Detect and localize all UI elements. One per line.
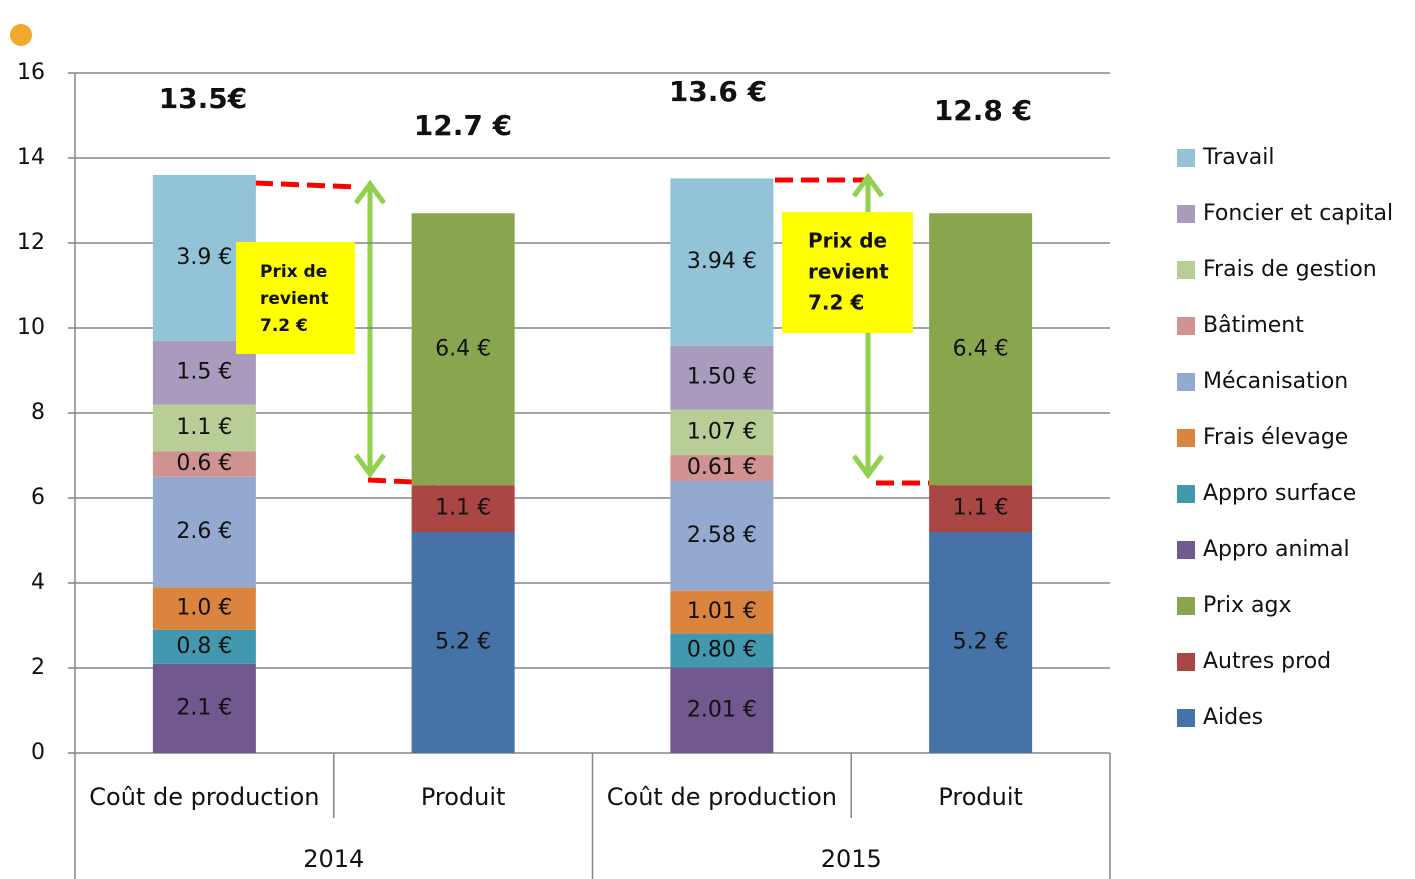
data-label: 2.01 €	[687, 697, 757, 722]
x-tick-label: Produit	[421, 783, 506, 811]
y-tick-label: 6	[31, 485, 45, 510]
bar-segment	[670, 409, 774, 456]
legend-label: Prix agx	[1203, 593, 1292, 618]
annotation-text: Prix de	[808, 229, 887, 253]
legend-swatch	[1177, 597, 1195, 615]
legend-swatch	[1177, 709, 1195, 727]
x-tick-label: Coût de production	[607, 783, 837, 811]
annotation-text: revient	[260, 289, 329, 309]
bar-segment	[411, 485, 515, 532]
y-tick-label: 14	[17, 145, 45, 170]
data-label: 5.2 €	[953, 630, 1009, 655]
data-label: 0.6 €	[176, 451, 232, 476]
bar-segment	[670, 455, 774, 481]
y-tick-label: 0	[31, 740, 45, 765]
bar-segment	[152, 663, 256, 753]
legend-swatch	[1177, 373, 1195, 391]
bar-segment	[152, 451, 256, 477]
legend-label: Bâtiment	[1203, 313, 1304, 338]
total-label: 13.6 €	[669, 75, 767, 108]
bar-segment	[670, 667, 774, 753]
y-tick-label: 16	[17, 60, 45, 85]
bar-segment	[670, 633, 774, 668]
data-label: 0.8 €	[176, 634, 232, 659]
annotation-box	[782, 212, 913, 333]
data-label: 2.1 €	[176, 695, 232, 720]
legend-swatch	[1177, 149, 1195, 167]
y-tick-label: 2	[31, 655, 45, 680]
data-label: 0.61 €	[687, 455, 757, 480]
bar-segment	[670, 345, 774, 410]
data-label: 3.9 €	[176, 245, 232, 270]
legend-label: Frais élevage	[1203, 425, 1348, 450]
y-tick-label: 10	[17, 315, 45, 340]
bar-segment	[670, 481, 774, 591]
bar-segment	[152, 404, 256, 452]
annotation-text: 7.2 €	[260, 316, 308, 336]
legend-swatch	[1177, 429, 1195, 447]
x-tick-label: Produit	[938, 783, 1023, 811]
bar-segment	[929, 213, 1033, 486]
legend-label: Mécanisation	[1203, 369, 1348, 394]
bar-segment	[152, 587, 256, 630]
data-label: 1.1 €	[435, 496, 491, 521]
group-label: 2015	[821, 845, 882, 873]
y-tick-label: 12	[17, 230, 45, 255]
legend-swatch	[1177, 485, 1195, 503]
data-label: 6.4 €	[953, 336, 1009, 361]
data-label: 1.5 €	[176, 360, 232, 385]
bar-segment	[152, 629, 256, 664]
data-label: 1.1 €	[953, 496, 1009, 521]
annotation-text: 7.2 €	[808, 291, 864, 315]
bar-segment	[411, 532, 515, 753]
group-label: 2014	[303, 845, 364, 873]
bar-segment	[929, 532, 1033, 753]
data-label: 1.50 €	[687, 365, 757, 390]
legend-swatch	[1177, 653, 1195, 671]
data-label: 2.58 €	[687, 523, 757, 548]
bar-segment	[670, 178, 774, 346]
legend-label: Travail	[1202, 145, 1274, 170]
legend-label: Appro surface	[1203, 481, 1356, 506]
x-tick-label: Coût de production	[89, 783, 319, 811]
logo	[10, 24, 32, 46]
legend-label: Foncier et capital	[1203, 201, 1393, 226]
data-label: 5.2 €	[435, 630, 491, 655]
total-label: 12.8 €	[934, 94, 1032, 127]
data-label: 1.1 €	[176, 415, 232, 440]
total-label: 13.5€	[159, 82, 248, 115]
legend-label: Autres prod	[1203, 649, 1331, 674]
legend-swatch	[1177, 541, 1195, 559]
annotation-box	[236, 242, 355, 354]
y-tick-label: 8	[31, 400, 45, 425]
data-label: 1.07 €	[687, 419, 757, 444]
data-label: 6.4 €	[435, 336, 491, 361]
bar-segment	[929, 485, 1033, 532]
annotation-text: Prix de	[260, 262, 327, 282]
bar-segment	[670, 590, 774, 634]
legend-label: Frais de gestion	[1203, 257, 1377, 282]
data-label: 3.94 €	[687, 249, 757, 274]
annotation-text: revient	[808, 260, 889, 284]
data-label: 1.0 €	[176, 596, 232, 621]
data-label: 1.01 €	[687, 599, 757, 624]
bar-segment	[152, 476, 256, 588]
data-label: 0.80 €	[687, 638, 757, 663]
data-label: 2.6 €	[176, 519, 232, 544]
legend-label: Aides	[1203, 705, 1263, 730]
bar-segment	[411, 213, 515, 486]
legend-swatch	[1177, 205, 1195, 223]
legend-swatch	[1177, 261, 1195, 279]
y-tick-label: 4	[31, 570, 45, 595]
legend-swatch	[1177, 317, 1195, 335]
legend-label: Appro animal	[1203, 537, 1350, 562]
total-label: 12.7 €	[414, 109, 512, 142]
